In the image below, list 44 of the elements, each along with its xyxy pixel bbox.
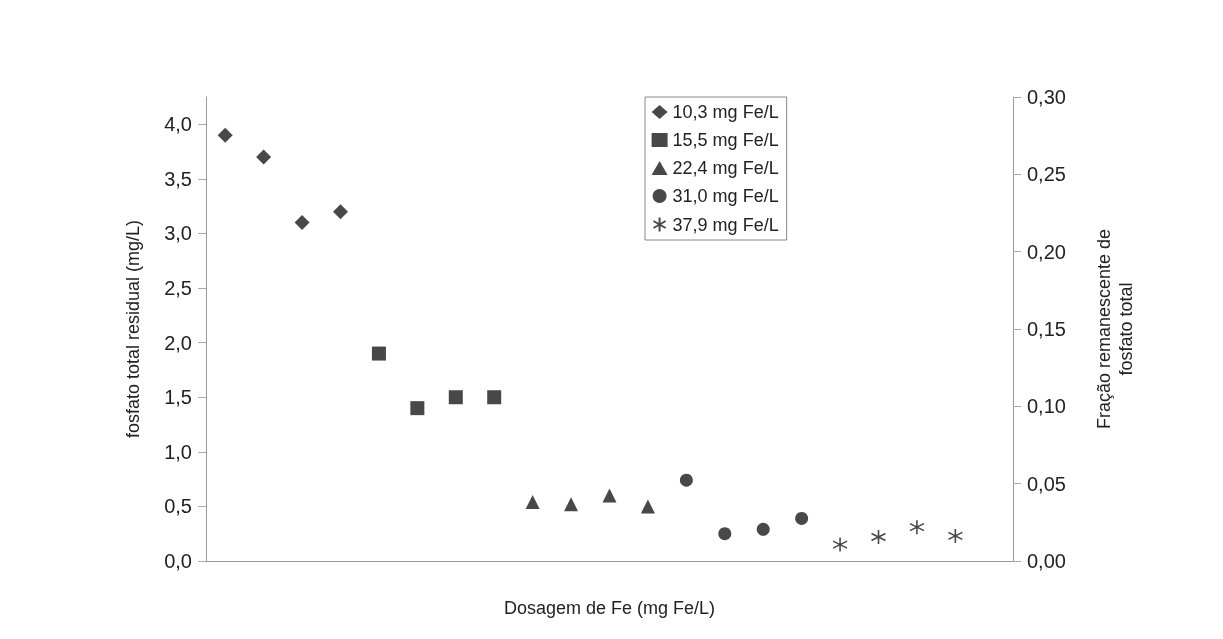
point bbox=[294, 215, 310, 231]
y2-axis-title: Fração remanescente de fosfato total bbox=[1094, 228, 1136, 430]
point bbox=[410, 401, 425, 416]
y-axis-title: fosfato total residual (mg/L) bbox=[123, 219, 143, 439]
point bbox=[602, 488, 617, 503]
legend-label: 15,5 mg Fe/L bbox=[672, 130, 779, 150]
point bbox=[679, 473, 693, 487]
point bbox=[487, 390, 502, 405]
y2-tick-label: 0,25 bbox=[1027, 163, 1066, 186]
point bbox=[371, 346, 386, 361]
y-tick-label: 1,5 bbox=[164, 386, 192, 409]
y-tick-label: 2,5 bbox=[164, 277, 192, 300]
point bbox=[832, 536, 848, 553]
point bbox=[640, 499, 655, 514]
point bbox=[333, 204, 348, 220]
y-tick-label: 3,0 bbox=[164, 222, 192, 245]
y-tick-label: 4,0 bbox=[164, 113, 192, 136]
x-axis-title: Dosagem de Fe (mg Fe/L) bbox=[503, 598, 716, 618]
y2-tick-label: 0,30 bbox=[1027, 86, 1066, 108]
point bbox=[525, 495, 540, 510]
point bbox=[870, 529, 887, 545]
legend-label: 22,4 mg Fe/L bbox=[672, 158, 779, 178]
y2-tick-label: 0,20 bbox=[1027, 240, 1066, 263]
point bbox=[217, 127, 233, 143]
point bbox=[256, 149, 272, 165]
y2-tick-label: 0,00 bbox=[1027, 550, 1066, 572]
point bbox=[564, 497, 579, 512]
point bbox=[795, 511, 809, 525]
y-tick-label: 1,0 bbox=[164, 440, 192, 463]
y2-tick-label: 0,10 bbox=[1027, 395, 1066, 418]
y2-tick-label: 0,15 bbox=[1027, 318, 1066, 340]
point bbox=[448, 390, 463, 405]
y-tick-label: 3,5 bbox=[164, 167, 192, 190]
legend-label: 10,3 mg Fe/L bbox=[672, 102, 779, 122]
point bbox=[756, 522, 770, 536]
point bbox=[947, 528, 964, 544]
y-tick-label: 2,0 bbox=[164, 331, 192, 354]
point bbox=[718, 527, 732, 541]
point bbox=[909, 519, 925, 535]
y-tick-label: 0,0 bbox=[164, 550, 192, 572]
legend-label: 31,0 mg Fe/L bbox=[672, 186, 779, 206]
y2-tick-label: 0,05 bbox=[1027, 472, 1066, 495]
legend-label: 37,9 mg Fe/L bbox=[672, 214, 779, 235]
y-tick-label: 0,5 bbox=[164, 495, 192, 518]
